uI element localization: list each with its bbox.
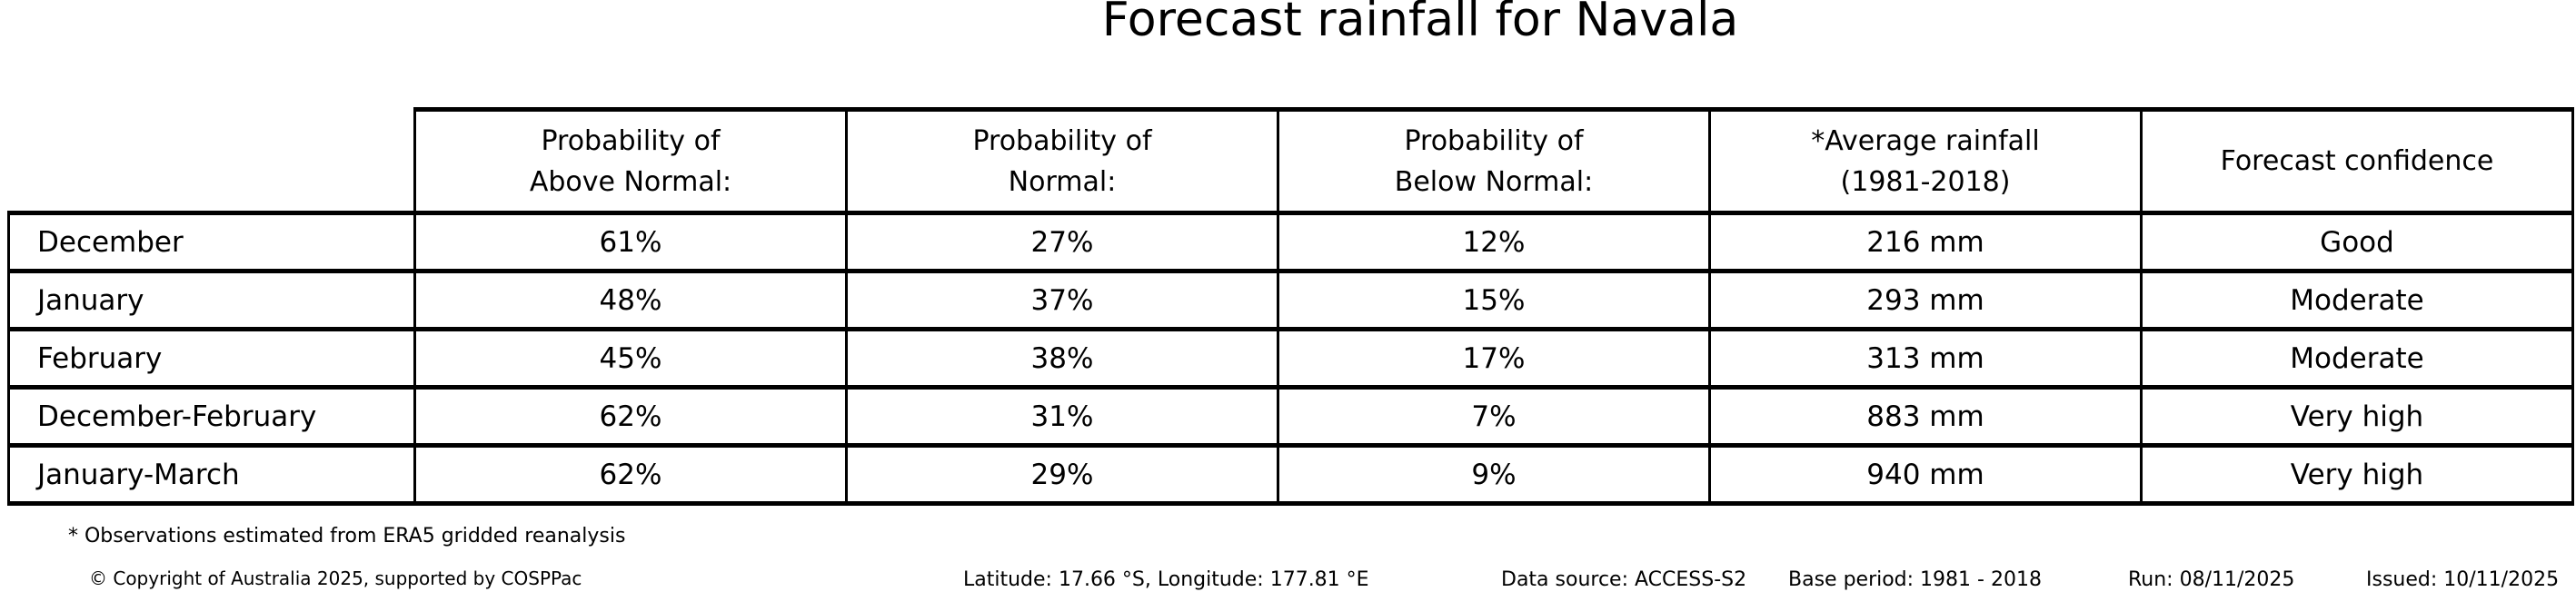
coordinates-label: Latitude: 17.66 °S, Longitude: 177.81 °E — [963, 568, 1369, 591]
forecast-table: Probability of Above Normal: Probability… — [7, 107, 2574, 506]
normal-cell: 38% — [845, 327, 1279, 390]
below-normal-cell: 17% — [1277, 327, 1711, 390]
page-title: Forecast rainfall for Navala — [1101, 0, 1739, 47]
run-date-label: Run: 08/11/2025 — [2128, 568, 2295, 591]
confidence-cell: Moderate — [2140, 327, 2574, 390]
header-row: Probability of Above Normal: Probability… — [8, 107, 2574, 215]
footnote: * Observations estimated from ERA5 gridd… — [68, 525, 626, 548]
below-normal-cell: 12% — [1277, 211, 1711, 273]
confidence-cell: Moderate — [2140, 269, 2574, 331]
data-source-label: Data source: ACCESS-S2 — [1501, 568, 1747, 591]
confidence-cell: Very high — [2140, 443, 2574, 506]
normal-cell: 37% — [845, 269, 1279, 331]
above-normal-cell: 62% — [413, 385, 848, 448]
period-cell: December-February — [7, 385, 416, 448]
period-cell: January — [7, 269, 416, 331]
col-header-above-normal: Probability of Above Normal: — [413, 107, 848, 215]
base-period-label: Base period: 1981 - 2018 — [1788, 568, 2042, 591]
normal-cell: 29% — [845, 443, 1279, 506]
col-header-below-normal: Probability of Below Normal: — [1277, 107, 1711, 215]
copyright-notice: © Copyright of Australia 2025, supported… — [89, 567, 582, 589]
table-row: December-February 62% 31% 7% 883 mm Very… — [7, 385, 2574, 448]
above-normal-cell: 61% — [413, 211, 848, 273]
corner-cell — [8, 109, 415, 213]
average-rainfall-cell: 216 mm — [1708, 211, 2143, 273]
confidence-cell: Good — [2140, 211, 2574, 273]
col-header-average-rainfall: *Average rainfall (1981-2018) — [1708, 107, 2143, 215]
confidence-cell: Very high — [2140, 385, 2574, 448]
table-row: January-March 62% 29% 9% 940 mm Very hig… — [7, 443, 2574, 506]
col-header-forecast-confidence: Forecast confidence — [2140, 107, 2574, 215]
table-row: February 45% 38% 17% 313 mm Moderate — [7, 327, 2574, 390]
below-normal-cell: 9% — [1277, 443, 1711, 506]
period-cell: February — [7, 327, 416, 390]
above-normal-cell: 62% — [413, 443, 848, 506]
average-rainfall-cell: 940 mm — [1708, 443, 2143, 506]
normal-cell: 27% — [845, 211, 1279, 273]
issued-date-label: Issued: 10/11/2025 — [2366, 568, 2560, 591]
col-header-normal: Probability of Normal: — [845, 107, 1279, 215]
below-normal-cell: 7% — [1277, 385, 1711, 448]
table-row: December 61% 27% 12% 216 mm Good — [7, 211, 2574, 273]
period-cell: January-March — [7, 443, 416, 506]
period-cell: December — [7, 211, 416, 273]
normal-cell: 31% — [845, 385, 1279, 448]
above-normal-cell: 45% — [413, 327, 848, 390]
table-row: January 48% 37% 15% 293 mm Moderate — [7, 269, 2574, 331]
below-normal-cell: 15% — [1277, 269, 1711, 331]
average-rainfall-cell: 313 mm — [1708, 327, 2143, 390]
average-rainfall-cell: 883 mm — [1708, 385, 2143, 448]
above-normal-cell: 48% — [413, 269, 848, 331]
average-rainfall-cell: 293 mm — [1708, 269, 2143, 331]
